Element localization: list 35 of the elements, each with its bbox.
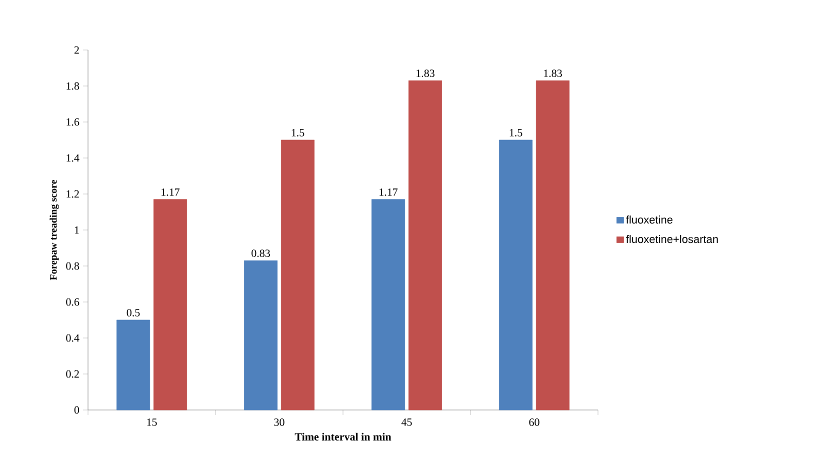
bar xyxy=(244,260,278,410)
y-tick-label: 1 xyxy=(74,226,79,234)
y-tick-label: 0.4 xyxy=(66,334,80,342)
data-label: 1.5 xyxy=(510,129,522,136)
y-tick-label: 0.6 xyxy=(66,298,80,306)
x-tick-label: 60 xyxy=(529,418,540,426)
y-tick-label: 1.2 xyxy=(66,190,79,198)
x-axis-title: Time interval in min xyxy=(294,432,392,441)
legend-label: fluoxetine+losartan xyxy=(626,234,718,244)
legend-label: fluoxetine xyxy=(626,216,672,224)
y-tick-label: 1.6 xyxy=(66,118,80,126)
x-tick-label: 30 xyxy=(274,418,284,426)
y-tick-label: 0.8 xyxy=(66,262,80,270)
x-tick-label: 45 xyxy=(401,418,412,426)
bar xyxy=(280,140,315,410)
y-tick-label: 1.4 xyxy=(66,154,80,162)
bar xyxy=(116,320,150,410)
y-tick-label: 0 xyxy=(74,406,80,414)
x-tick-label: 15 xyxy=(147,418,157,426)
data-label: 1.17 xyxy=(162,188,180,196)
bar xyxy=(536,80,570,410)
data-label: 1.83 xyxy=(416,70,434,78)
y-tick-label: 2 xyxy=(74,46,79,54)
y-axis-title: Forepaw treading score xyxy=(50,180,59,280)
data-label: 1.83 xyxy=(544,70,562,78)
data-label: 1.5 xyxy=(292,129,304,136)
bar xyxy=(371,199,406,410)
bar xyxy=(408,80,442,410)
data-label: 1.17 xyxy=(380,188,398,196)
data-label: 0.83 xyxy=(252,250,270,258)
y-tick-label: 0.2 xyxy=(66,370,79,378)
data-label: 0.5 xyxy=(126,308,140,316)
y-tick-label: 1.8 xyxy=(66,82,80,90)
bar xyxy=(498,140,533,410)
bar xyxy=(153,199,188,410)
